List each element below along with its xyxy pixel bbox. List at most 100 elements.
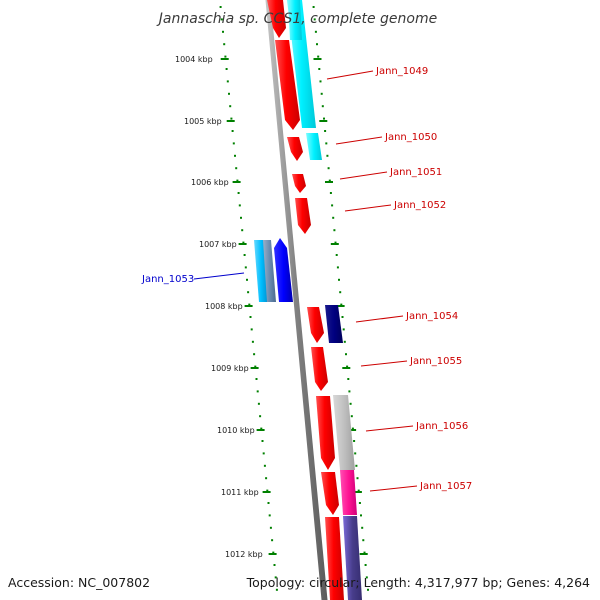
tick-dot — [232, 142, 235, 145]
tick-dot — [332, 216, 335, 219]
gene-arrow-jann-1049 — [275, 40, 300, 130]
tick-dot — [338, 278, 340, 281]
tick-dot — [336, 266, 339, 269]
tick-dot — [335, 254, 338, 256]
tick-dot — [274, 576, 277, 579]
tick-dot — [273, 564, 276, 566]
gene-label-jann-1056[interactable]: Jann_1056 — [415, 421, 468, 432]
tick-dot — [242, 241, 245, 244]
gene-label-jann-1050[interactable]: Jann_1050 — [384, 132, 437, 143]
tick-dot — [360, 514, 362, 517]
tick-dot — [320, 92, 323, 95]
gene-labels: Jann_1049 Jann_1050 Jann_1051 Jann_1052 … — [141, 66, 472, 492]
tick-dot — [244, 266, 247, 269]
label-line-jann-1052 — [344, 204, 392, 212]
gene-label-jann-1057[interactable]: Jann_1057 — [419, 481, 472, 492]
gene-arrow-jann-1057 — [321, 472, 339, 515]
tick-dot — [334, 241, 337, 244]
gene-arrow-jann-1054 — [307, 307, 324, 343]
tick-dot — [261, 440, 264, 442]
tick-dot — [339, 291, 342, 294]
tick-dot — [329, 192, 332, 194]
tick-dot — [248, 303, 251, 306]
tick-dot — [326, 154, 329, 157]
tick-dot — [364, 564, 367, 566]
annotation-bar-cyan-1050 — [306, 133, 322, 160]
tick-labels: 1004 kbp 1005 kbp 1006 kbp 1007 kbp 1008… — [175, 55, 263, 559]
tick-dot — [333, 229, 336, 232]
gene-label-jann-1054[interactable]: Jann_1054 — [405, 311, 458, 322]
tick-dot — [318, 68, 321, 70]
tick-dot — [228, 92, 230, 95]
gene-label-jann-1049[interactable]: Jann_1049 — [375, 66, 428, 77]
annotation-bar-gray-1056 — [333, 395, 355, 470]
genome-summary-text: Topology: circular; Length: 4,317,977 bp… — [246, 575, 590, 590]
tick-dot — [257, 402, 260, 405]
tick-dot — [349, 402, 352, 405]
tick-dot — [231, 130, 234, 132]
label-line-jann-1049 — [326, 70, 374, 80]
tick-dot — [341, 316, 344, 318]
tick-dot — [260, 427, 263, 430]
gene-label-jann-1055[interactable]: Jann_1055 — [409, 356, 462, 367]
tick-dot — [324, 130, 327, 132]
tick-label-1012: 1012 kbp — [225, 550, 263, 559]
tick-dot — [271, 539, 274, 542]
tick-dot — [362, 539, 365, 542]
tick-dot — [262, 452, 265, 455]
tick-dot — [348, 390, 351, 393]
tick-dot — [350, 415, 353, 418]
accession-text: Accession: NC_007802 — [8, 575, 151, 590]
tick-dot — [314, 30, 317, 33]
gene-label-jann-1052[interactable]: Jann_1052 — [393, 200, 446, 211]
tick-dot — [327, 167, 330, 170]
tick-dot — [255, 378, 258, 380]
gene-arrow-jann-1056 — [316, 396, 335, 470]
tick-label-1011: 1011 kbp — [221, 488, 259, 497]
tick-dot — [226, 80, 229, 83]
tick-dot — [236, 179, 239, 182]
tick-dot — [235, 167, 238, 170]
tick-dot — [351, 427, 354, 430]
tick-dot — [365, 576, 368, 579]
annotation-bar-slate-1058 — [343, 516, 362, 600]
tick-dot — [354, 452, 357, 455]
tick-dot — [275, 588, 278, 591]
tick-dot — [253, 353, 256, 356]
tick-label-1009: 1009 kbp — [211, 364, 249, 373]
label-line-jann-1057 — [369, 485, 418, 492]
tick-dot — [247, 291, 250, 294]
map-title: Jannaschia sp. CCS1, complete genome — [156, 11, 437, 27]
tick-dot — [316, 43, 318, 46]
tick-dot — [345, 353, 347, 356]
tick-dot — [358, 502, 361, 504]
gene-label-jann-1051[interactable]: Jann_1051 — [389, 167, 442, 178]
tick-label-1010: 1010 kbp — [217, 426, 255, 435]
annotation-bar-navy-1054 — [325, 305, 343, 343]
gene-label-lines — [193, 70, 418, 492]
gene-label-jann-1053[interactable]: Jann_1053 — [141, 274, 194, 285]
tick-dot — [357, 489, 360, 492]
tick-dot — [263, 464, 266, 467]
annotation-bar-steel-1053 — [263, 240, 276, 302]
tick-dot — [238, 204, 241, 207]
annotation-bar-pink-1057 — [340, 470, 357, 515]
tick-dot — [223, 43, 226, 46]
tick-dot — [331, 204, 334, 207]
label-line-jann-1053 — [193, 272, 245, 280]
tick-dot — [356, 477, 359, 480]
tick-dot — [246, 278, 248, 281]
label-line-jann-1050 — [335, 136, 383, 145]
gene-arrow-1048 — [267, 0, 286, 38]
tick-dot — [229, 105, 232, 108]
tick-label-1007: 1007 kbp — [199, 240, 237, 249]
tick-label-1005: 1005 kbp — [184, 117, 222, 126]
tick-dot — [230, 117, 233, 120]
tick-dot — [347, 378, 350, 380]
tick-dot — [268, 514, 271, 517]
tick-dot — [267, 502, 270, 504]
tick-dot — [346, 365, 349, 368]
label-line-jann-1051 — [339, 171, 388, 180]
tick-dot — [266, 489, 269, 492]
